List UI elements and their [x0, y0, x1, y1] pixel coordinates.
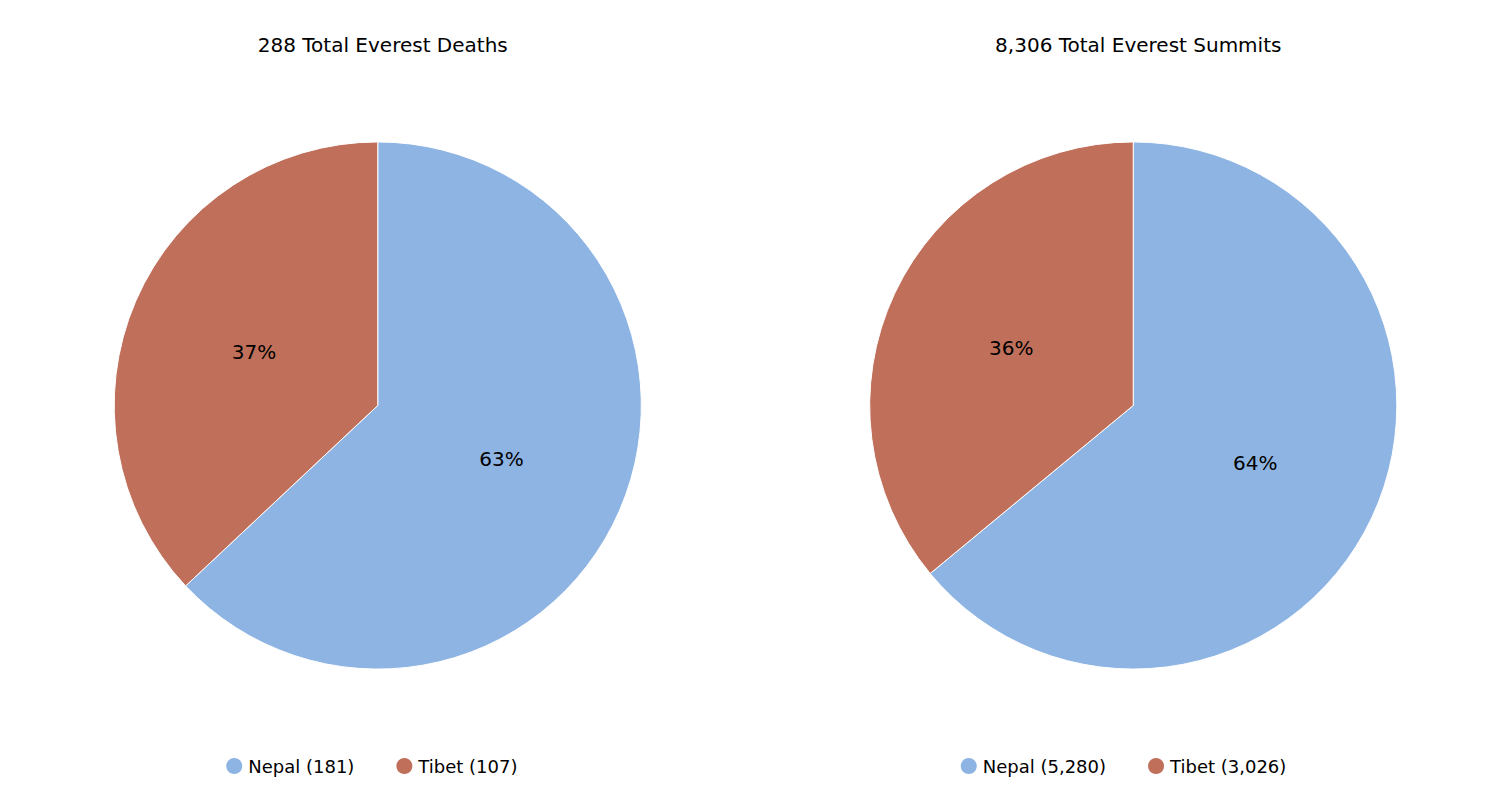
svg-text:Nepal (181): Nepal (181)	[248, 756, 354, 777]
svg-text:64%: 64%	[1233, 451, 1277, 475]
svg-text:36%: 36%	[989, 336, 1033, 360]
svg-text:8,306 Total Everest Summits: 8,306 Total Everest Summits	[995, 33, 1281, 57]
svg-text:63%: 63%	[479, 447, 523, 471]
svg-text:Tibet (3,026): Tibet (3,026)	[1169, 756, 1286, 777]
svg-text:288 Total Everest Deaths: 288 Total Everest Deaths	[258, 33, 508, 57]
svg-text:37%: 37%	[232, 340, 276, 364]
svg-text:Tibet (107): Tibet (107)	[417, 756, 517, 777]
svg-text:Nepal (5,280): Nepal (5,280)	[983, 756, 1106, 777]
